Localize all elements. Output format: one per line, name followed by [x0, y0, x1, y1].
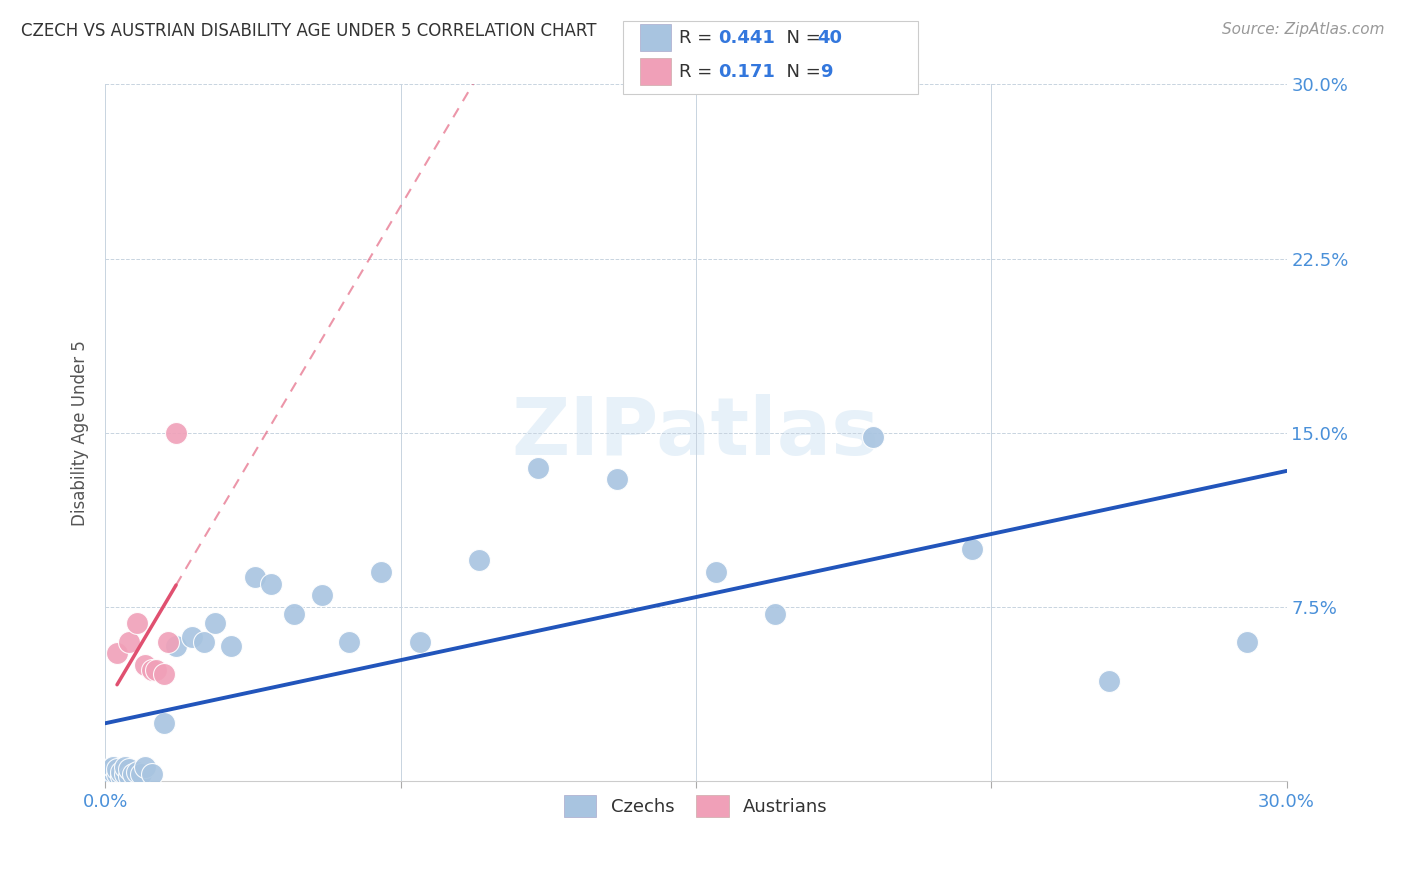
Legend: Czechs, Austrians: Czechs, Austrians: [557, 788, 835, 824]
Point: [110, 764, 132, 779]
Point: [606, 472, 628, 486]
Point: [141, 663, 163, 677]
Point: [370, 565, 392, 579]
Text: ZIPatlas: ZIPatlas: [512, 393, 880, 472]
Point: [153, 715, 176, 730]
Text: CZECH VS AUSTRIAN DISABILITY AGE UNDER 5 CORRELATION CHART: CZECH VS AUSTRIAN DISABILITY AGE UNDER 5…: [21, 22, 596, 40]
Text: N =: N =: [775, 62, 827, 80]
Point: [129, 767, 152, 781]
Point: [121, 767, 143, 781]
Y-axis label: Disability Age Under 5: Disability Age Under 5: [72, 340, 89, 525]
Point: [193, 634, 215, 648]
Point: [527, 460, 550, 475]
Point: [283, 607, 305, 621]
Text: 40: 40: [817, 29, 842, 47]
Point: [259, 576, 281, 591]
Point: [1098, 674, 1121, 689]
Point: [165, 425, 187, 440]
Point: [105, 763, 128, 777]
Point: [134, 760, 156, 774]
Text: N =: N =: [775, 29, 827, 47]
Point: [409, 634, 432, 648]
Point: [101, 769, 124, 783]
Point: [153, 667, 176, 681]
Point: [219, 640, 242, 654]
Point: [98, 767, 121, 781]
Point: [101, 760, 124, 774]
Point: [125, 764, 148, 779]
Text: 9: 9: [820, 62, 832, 80]
Point: [311, 588, 333, 602]
Text: 0.171: 0.171: [718, 62, 775, 80]
Point: [105, 646, 128, 660]
Text: Source: ZipAtlas.com: Source: ZipAtlas.com: [1222, 22, 1385, 37]
Point: [110, 769, 132, 783]
Point: [165, 640, 187, 654]
Point: [204, 616, 226, 631]
Point: [134, 657, 156, 672]
Point: [704, 565, 727, 579]
Point: [243, 569, 266, 583]
Point: [337, 634, 360, 648]
Point: [862, 430, 884, 444]
Text: R =: R =: [679, 62, 718, 80]
Point: [125, 616, 148, 631]
Point: [145, 663, 167, 677]
Point: [1236, 634, 1258, 648]
Point: [157, 634, 180, 648]
Point: [114, 760, 136, 774]
Point: [118, 769, 141, 783]
Point: [118, 763, 141, 777]
Point: [960, 541, 983, 556]
Point: [114, 767, 136, 781]
Point: [763, 607, 786, 621]
Point: [180, 630, 202, 644]
Point: [98, 763, 121, 777]
Point: [468, 553, 491, 567]
Text: 0.441: 0.441: [718, 29, 775, 47]
Text: R =: R =: [679, 29, 718, 47]
Point: [101, 764, 124, 779]
Point: [141, 767, 163, 781]
Point: [118, 634, 141, 648]
Point: [105, 767, 128, 781]
